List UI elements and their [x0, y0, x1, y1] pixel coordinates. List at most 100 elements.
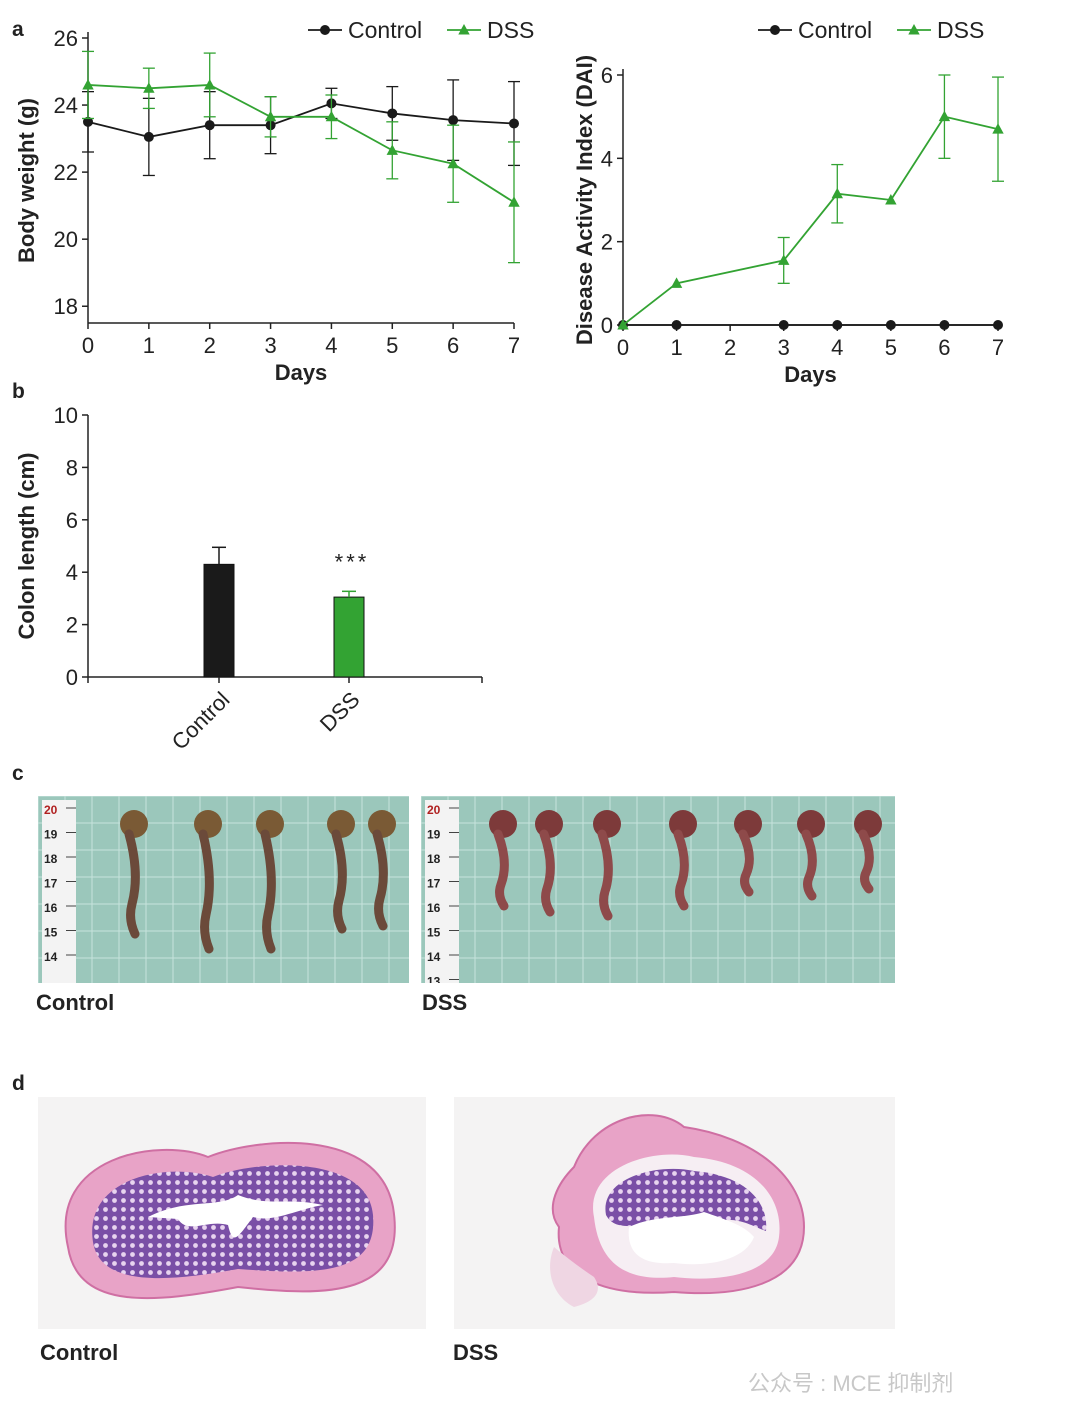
photo-caption-control: Control: [36, 990, 115, 1015]
significance-annotation: ***: [335, 549, 370, 574]
y-tick-label: 8: [66, 455, 78, 480]
data-point-control: [448, 115, 459, 126]
x-tick-label: 5: [386, 333, 398, 358]
data-point-dss: [264, 110, 277, 122]
colon-specimen-head: [256, 810, 284, 838]
colon-photo-control: 20 19 18 17 16 15 14: [38, 796, 409, 983]
colon-photo-dss: 20 19 18 17 16 15 14 13: [421, 796, 895, 983]
legend-marker: [458, 24, 470, 35]
y-tick-label: 4: [66, 560, 78, 585]
colon-specimen-body: [331, 829, 347, 934]
y-tick-label: 26: [54, 26, 78, 51]
colon-specimen-head: [593, 810, 621, 838]
data-point-dss: [386, 144, 398, 155]
data-point-control: [832, 320, 843, 330]
data-point-dss: [670, 277, 683, 288]
histology-caption-control: Control: [40, 1340, 119, 1365]
data-point-control: [204, 120, 215, 131]
colon-specimen-body: [198, 829, 214, 954]
colon-specimen-body: [124, 829, 140, 939]
colon-specimen-head: [734, 810, 762, 838]
colon-specimen-body: [801, 829, 817, 901]
ruler-number: 13: [427, 975, 441, 984]
y-axis-label: Disease Activity Index (DAI): [572, 55, 597, 345]
legend-marker: [770, 25, 780, 35]
colon-specimen-head: [194, 810, 222, 838]
histology-caption-dss: DSS: [453, 1340, 499, 1365]
series-line-dss: [87, 84, 515, 204]
y-axis-label: Colon length (cm): [14, 453, 39, 640]
panel-label-d: d: [12, 1072, 25, 1095]
colon-specimen-head: [535, 810, 563, 838]
colon-specimen-body: [858, 829, 874, 894]
colon-specimen-head: [797, 810, 825, 838]
data-point-control: [509, 118, 519, 129]
x-tick-label: 1: [670, 335, 682, 360]
colon-specimen-head: [669, 810, 697, 838]
x-tick-label: 6: [447, 333, 459, 358]
colon-specimen-body: [260, 829, 276, 954]
ruler-number: 18: [427, 852, 441, 866]
data-point-dss: [508, 196, 520, 207]
colon-specimen-body: [539, 829, 555, 917]
ruler: [425, 800, 459, 983]
ruler-number: 19: [44, 828, 58, 842]
x-tick-label: 3: [264, 333, 276, 358]
x-tick-label-dss: DSS: [315, 687, 365, 737]
ruler: [42, 800, 76, 983]
histology-control: [38, 1097, 426, 1329]
ruler-number: 18: [44, 852, 58, 866]
x-tick-label: 4: [325, 333, 337, 358]
x-tick-label: 6: [938, 335, 950, 360]
data-point-control: [143, 131, 154, 142]
data-point-control: [671, 320, 682, 330]
legend-label-dss: DSS: [937, 17, 984, 43]
y-tick-label: 20: [54, 227, 78, 252]
data-point-dss: [778, 254, 790, 265]
ruler-number: 14: [427, 950, 441, 964]
colon-specimen-body: [597, 829, 613, 921]
x-tick-label: 3: [778, 335, 790, 360]
y-tick-label: 22: [54, 160, 78, 185]
colon-specimen-body: [673, 829, 689, 911]
data-point-dss: [143, 82, 155, 93]
colon-specimen-body: [372, 829, 388, 931]
y-tick-label: 0: [601, 313, 613, 338]
ruler-number: 20: [44, 803, 58, 817]
x-tick-label: 2: [204, 333, 216, 358]
x-tick-label: 1: [143, 333, 155, 358]
data-point-dss: [992, 123, 1004, 134]
colon-specimen-head: [327, 810, 355, 838]
data-point-control: [778, 320, 789, 330]
y-tick-label: 4: [601, 146, 613, 171]
colon-length-chart: 0 2 4 6 8 10 Colon length (cm) Control DSS ***: [14, 403, 483, 755]
data-point-dss: [885, 194, 897, 205]
x-axis-label: Days: [784, 362, 837, 387]
x-tick-label: 0: [82, 333, 94, 358]
data-point-control: [83, 116, 93, 127]
colon-specimen-body: [493, 829, 509, 911]
data-point-control: [387, 108, 398, 119]
y-tick-label: 24: [54, 93, 78, 118]
data-point-dss: [617, 319, 629, 330]
data-point-dss: [204, 78, 216, 90]
ruler-number: 15: [44, 926, 58, 940]
x-tick-label-control: Control: [167, 687, 235, 755]
y-tick-label: 2: [601, 230, 613, 255]
watermark-text: 公众号 : MCE 抑制剂: [748, 1371, 954, 1396]
data-point-dss: [325, 110, 338, 122]
colon-specimen-head: [489, 810, 517, 838]
data-point-control: [993, 320, 1003, 330]
x-tick-label: 5: [885, 335, 897, 360]
body-weight-chart: 18 20 22 24 26 0 1 2 3 4 5 6 7 Days Body weight (g) Con…: [14, 17, 534, 385]
colon-specimen-head: [854, 810, 882, 838]
colon-specimen-body: [738, 829, 754, 897]
x-tick-label: 2: [724, 335, 736, 360]
x-tick-label: 7: [508, 333, 520, 358]
photo-caption-dss: DSS: [422, 990, 468, 1015]
ruler-number: 15: [427, 926, 441, 940]
colon-specimen-head: [368, 810, 396, 838]
panel-label-b: b: [12, 380, 25, 403]
colon-specimen-head: [120, 810, 148, 838]
y-tick-label: 0: [66, 665, 78, 690]
